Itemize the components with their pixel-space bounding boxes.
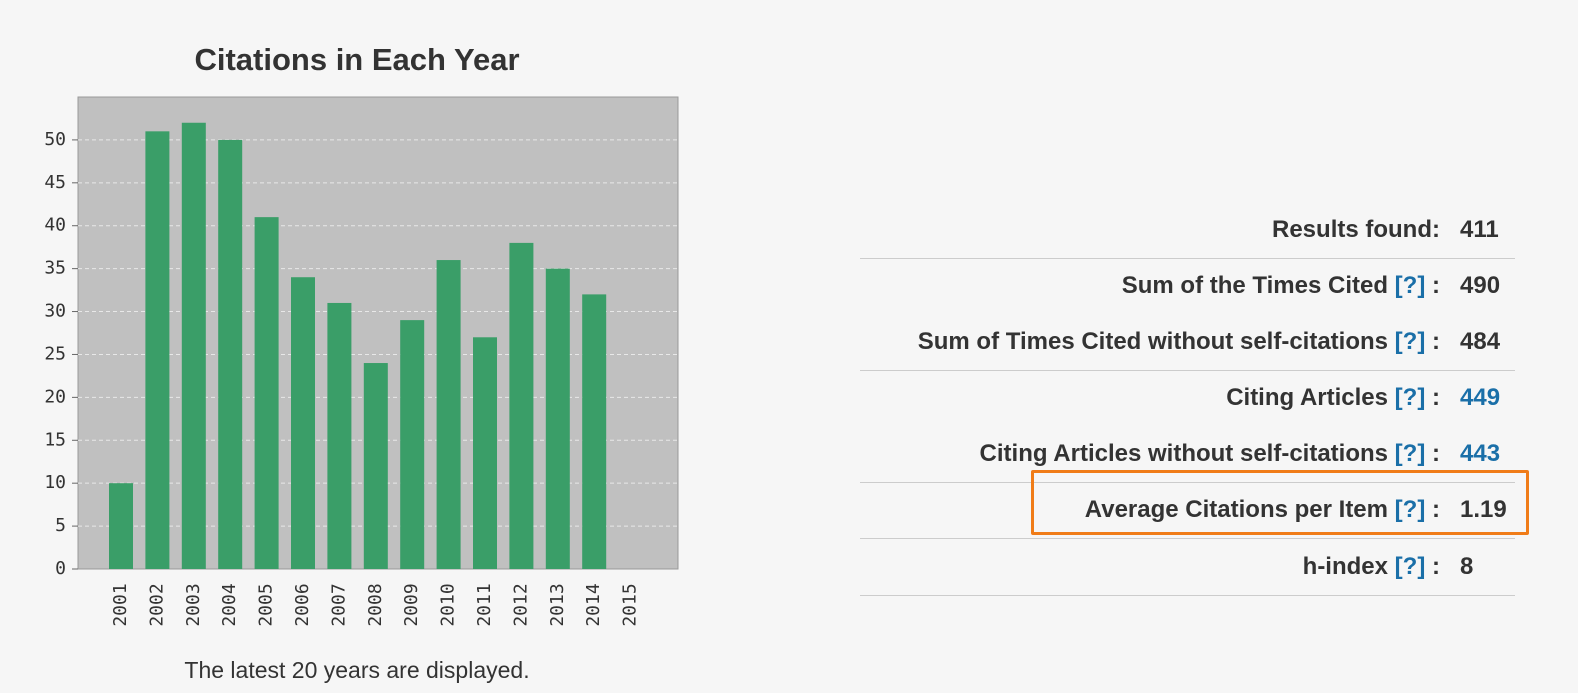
stat-row: Sum of the Times Cited [?] :490 [860, 259, 1515, 315]
bar [218, 139, 243, 569]
stat-row: Results found: 411 [860, 202, 1515, 259]
stat-row: Citing Articles without self-citations [… [860, 426, 1515, 483]
x-tick-label: 2015 [620, 583, 641, 626]
stat-label-text: Average Citations per Item [1084, 496, 1388, 524]
stat-label-text: Sum of the Times Cited [1121, 272, 1388, 300]
x-tick-label: 2014 [583, 583, 604, 626]
stat-value: 1.19 [1460, 496, 1507, 524]
stat-value: 484 [1460, 327, 1501, 355]
x-tick-label: 2012 [510, 583, 531, 626]
chart-note: The latest 20 years are displayed. [184, 657, 529, 683]
stat-label: h-index [?] : [860, 553, 1440, 581]
stat-label-text: Citing Articles without self-citations [979, 439, 1388, 467]
help-link[interactable]: [?] [1394, 496, 1426, 524]
colon: : [1432, 552, 1440, 580]
x-tick-label: 2013 [547, 583, 568, 626]
y-tick-label: 40 [44, 215, 66, 236]
y-tick-label: 30 [44, 301, 66, 322]
bar [545, 268, 570, 569]
stat-row: Sum of Times Cited without self-citation… [860, 314, 1515, 371]
help-link[interactable]: [?] [1394, 552, 1426, 580]
bar [582, 294, 607, 569]
colon: : [1432, 439, 1440, 467]
stat-label: Results found: [860, 216, 1440, 244]
x-tick-label: 2009 [401, 583, 422, 626]
stats-panel: Results found: 411 Sum of the Times Cited … [860, 202, 1515, 596]
bar [436, 260, 461, 569]
stat-label-text: Results found: [1272, 215, 1440, 243]
help-link[interactable]: [?] [1394, 439, 1426, 467]
chart-title: Citations in Each Year [194, 42, 519, 77]
stat-value[interactable]: 449 [1460, 384, 1501, 412]
y-tick-label: 10 [44, 472, 66, 493]
stat-label-text: h-index [1302, 552, 1388, 580]
stat-row: Citing Articles [?] :449 [860, 371, 1515, 427]
bar [509, 242, 534, 569]
colon: : [1432, 327, 1440, 355]
y-tick-label: 25 [44, 343, 66, 364]
y-tick-label: 15 [44, 429, 66, 450]
y-tick-label: 0 [55, 558, 66, 579]
bar [363, 363, 388, 569]
y-tick-label: 50 [44, 129, 66, 150]
stat-row: h-index [?] :8 [860, 539, 1515, 596]
colon: : [1432, 496, 1440, 524]
help-link[interactable]: [?] [1394, 272, 1426, 300]
x-tick-label: 2007 [328, 583, 349, 626]
stat-label: Sum of the Times Cited [?] : [860, 272, 1440, 300]
x-tick-label: 2011 [474, 583, 495, 626]
x-tick-label: 2002 [146, 583, 167, 626]
stat-value[interactable]: 443 [1460, 439, 1501, 467]
x-tick-label: 2005 [256, 583, 277, 626]
help-link[interactable]: [?] [1394, 384, 1426, 412]
colon: : [1432, 272, 1440, 300]
bar [254, 217, 279, 570]
chart: Citations in Each Year The latest 20 yea… [44, 42, 679, 683]
x-tick-label: 2003 [183, 583, 204, 626]
x-tick-label: 2006 [292, 583, 313, 626]
bar [327, 302, 352, 569]
y-tick-label: 35 [44, 258, 66, 279]
bar [109, 483, 133, 569]
stat-label-text: Citing Articles [1226, 384, 1388, 412]
stat-value: 411 [1460, 215, 1499, 243]
stat-label: Sum of Times Cited without self-citation… [860, 328, 1440, 356]
bar [473, 337, 497, 569]
bar [400, 320, 425, 569]
y-tick-label: 5 [55, 515, 66, 536]
x-tick-label: 2001 [110, 583, 131, 626]
y-tick-label: 45 [44, 172, 66, 193]
stat-value: 8 [1460, 552, 1474, 580]
x-tick-label: 2010 [438, 583, 459, 626]
bar [291, 277, 315, 569]
colon: : [1432, 384, 1440, 412]
stat-row: Average Citations per Item [?] :1.19 [860, 483, 1515, 539]
x-tick-label: 2004 [219, 583, 240, 626]
stat-label: Citing Articles without self-citations [… [860, 440, 1440, 468]
y-tick-label: 20 [44, 386, 66, 407]
stat-label-text: Sum of Times Cited without self-citation… [917, 327, 1388, 355]
highlight-box [1031, 470, 1529, 535]
bar [181, 122, 206, 569]
stat-label: Citing Articles [?] : [860, 384, 1440, 412]
help-link[interactable]: [?] [1394, 327, 1426, 355]
stat-label: Average Citations per Item [?] : [860, 496, 1440, 524]
stat-value: 490 [1460, 272, 1501, 300]
x-tick-label: 2008 [365, 583, 386, 626]
bar [145, 131, 170, 569]
